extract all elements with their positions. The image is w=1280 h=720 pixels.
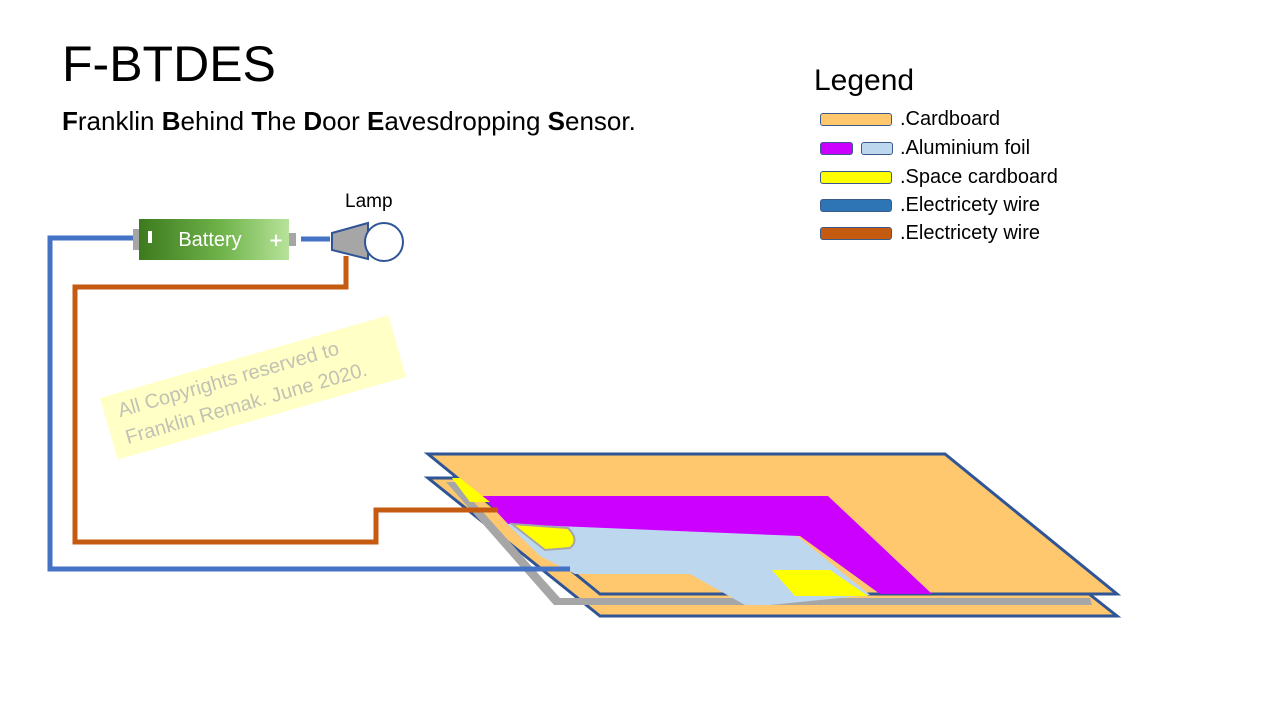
legend-swatch-space-cardboard (820, 170, 892, 184)
legend-item-space-cardboard: .Space cardboard (820, 165, 1058, 189)
battery-plus-mark: + (268, 230, 283, 251)
subtitle-word: Door (303, 106, 367, 136)
legend-label: .Aluminium foil (900, 137, 1031, 159)
orange-wire (72, 256, 498, 545)
legend-item-cardboard: .Cardboard (820, 107, 1000, 131)
legend-item-wire-blue: .Electricety wire (820, 193, 1040, 217)
battery-terminal-left (133, 229, 140, 250)
aluminium-foil-purple (482, 496, 932, 594)
legend-swatch-foil-blue (861, 141, 893, 155)
legend-title: Legend (814, 64, 915, 97)
space-cardboard-left (452, 478, 490, 502)
lamp-label: Lamp (345, 191, 393, 212)
subtitle-word: Franklin (62, 106, 162, 136)
aluminium-foil-blue (505, 522, 870, 605)
legend-swatch-foil-purple (820, 141, 853, 155)
space-cardboard-right (772, 570, 868, 596)
page-subtitle: Franklin Behind The Door Eavesdropping S… (62, 104, 636, 138)
legend-label: .Cardboard (900, 108, 1001, 130)
battery-icon (139, 219, 289, 260)
legend-label: .Electricety wire (900, 222, 1041, 244)
battery-terminal-right (289, 233, 296, 246)
subtitle-word: The (251, 106, 304, 136)
blue-wire (47, 235, 570, 572)
subtitle-word: Behind (161, 106, 252, 136)
legend-item-wire-orange: .Electricety wire (820, 221, 1040, 245)
legend-label: .Space cardboard (900, 166, 1058, 188)
subtitle-word: Eavesdropping (366, 106, 548, 136)
lamp-bulb-icon (364, 222, 404, 262)
battery-label: Battery (178, 229, 242, 251)
legend-label: .Electricety wire (900, 194, 1041, 216)
space-cardboard-mid (508, 522, 576, 552)
subtitle-word: Sensor. (547, 106, 636, 136)
legend-swatch-cardboard (820, 112, 892, 126)
page-title: F-BTDES (62, 36, 276, 92)
legend-swatch-wire-orange (820, 226, 892, 240)
battery-minus-mark (148, 231, 152, 243)
lamp-base-icon (331, 221, 369, 261)
legend-item-aluminium-foil: .Aluminium foil (820, 136, 1030, 160)
legend-swatch-wire-blue (820, 198, 892, 212)
